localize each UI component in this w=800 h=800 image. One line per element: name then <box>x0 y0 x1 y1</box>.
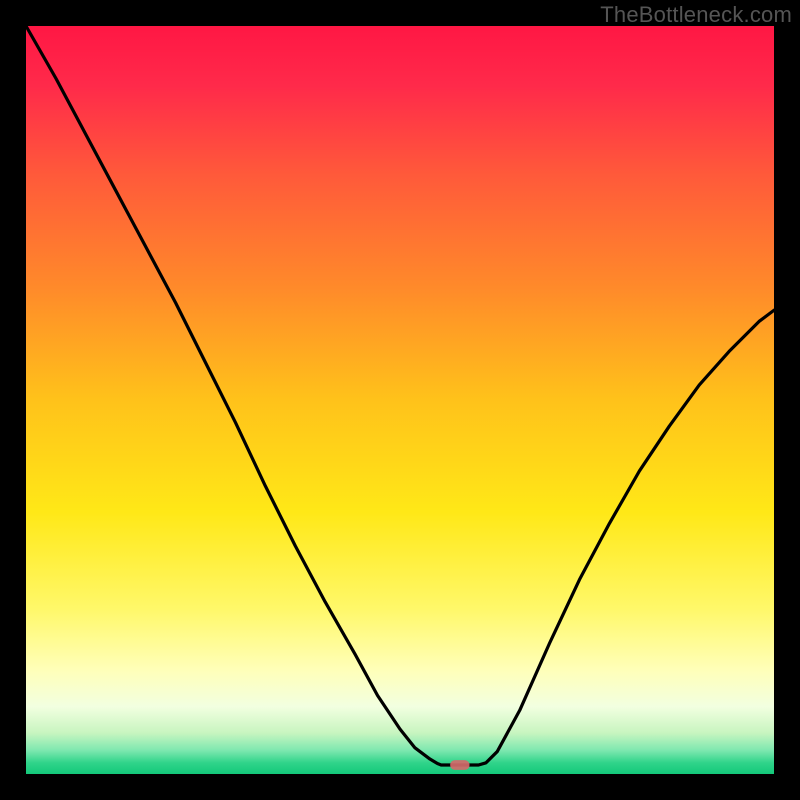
plot-area <box>26 26 774 774</box>
optimal-marker <box>450 760 469 770</box>
bottleneck-chart: TheBottleneck.com <box>0 0 800 800</box>
chart-svg <box>0 0 800 800</box>
watermark-text: TheBottleneck.com <box>600 2 792 28</box>
